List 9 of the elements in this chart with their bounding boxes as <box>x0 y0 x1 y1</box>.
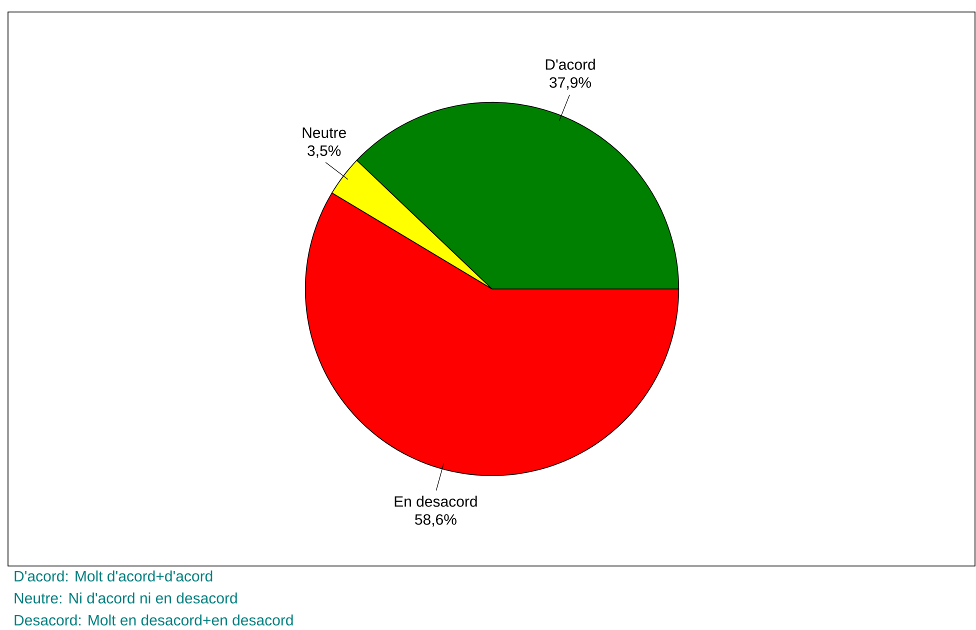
text: D'acord: Molt d'acord+d'acord <box>14 570 212 582</box>
text: Neutre: Ni d'acord ni en desacord <box>14 592 237 604</box>
data-label: 3,5% <box>308 145 341 158</box>
slice-label: D'acord <box>546 58 595 70</box>
slice-label: Neutre <box>302 128 346 138</box>
data-label: 37,9% <box>550 77 591 90</box>
data-label: 58,6% <box>415 514 456 527</box>
slice-label: En desacord <box>394 496 477 507</box>
text: Desacord: Molt en desacord+en desacord <box>14 614 293 626</box>
